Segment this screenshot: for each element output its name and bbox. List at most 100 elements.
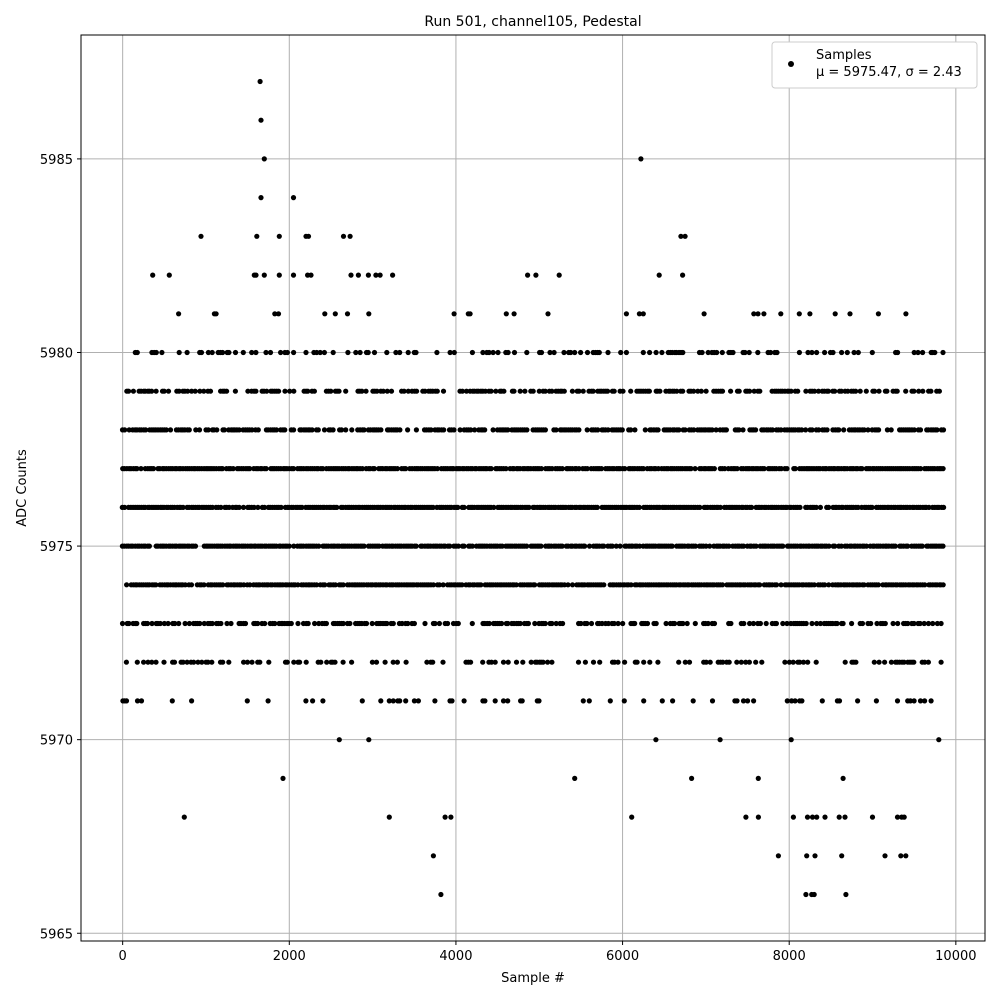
data-point (788, 388, 794, 394)
data-point (936, 737, 942, 743)
data-point (284, 659, 290, 665)
data-point (413, 543, 419, 549)
data-point (261, 272, 267, 278)
data-point (623, 311, 630, 317)
data-point (911, 620, 917, 627)
data-point (578, 349, 584, 356)
data-point (472, 427, 478, 433)
data-point (790, 814, 797, 820)
data-point (920, 388, 926, 394)
data-point (218, 504, 224, 510)
data-point (575, 659, 582, 665)
data-point (205, 427, 211, 433)
data-point (388, 388, 395, 394)
data-point (213, 311, 219, 317)
data-point (641, 698, 647, 704)
data-point (499, 543, 505, 549)
data-point (703, 659, 709, 665)
data-point (709, 698, 716, 704)
data-point (134, 659, 140, 665)
data-point (214, 427, 220, 433)
data-point (153, 388, 159, 394)
data-point (941, 504, 947, 510)
data-point (511, 388, 517, 394)
data-point (613, 543, 619, 549)
x-tick-label: 8000 (773, 949, 806, 964)
data-point (488, 466, 494, 472)
data-point (620, 388, 626, 394)
data-point (719, 349, 725, 356)
data-point (855, 349, 861, 356)
data-point (940, 543, 946, 549)
data-point (295, 582, 301, 588)
axis-ticks: 0 2000 4000 6000 8000 10000 5965 5970 5975 5980 59… (40, 153, 977, 964)
data-point (242, 620, 249, 627)
data-point (755, 349, 761, 356)
data-point (763, 620, 769, 627)
data-point (822, 349, 828, 356)
data-point (640, 311, 646, 317)
data-point (145, 659, 151, 665)
data-point (180, 659, 186, 665)
data-point (533, 272, 539, 278)
data-point (153, 349, 159, 356)
data-point (315, 427, 321, 433)
data-point (822, 582, 828, 588)
data-point (840, 775, 846, 782)
data-point (390, 659, 396, 665)
data-point (130, 388, 136, 394)
data-point (586, 698, 592, 704)
data-point (922, 659, 928, 665)
data-point (503, 466, 509, 472)
data-point (538, 349, 545, 356)
data-point (276, 272, 282, 278)
data-point (757, 582, 763, 588)
data-point (157, 620, 163, 627)
data-point (172, 620, 178, 627)
data-point (384, 388, 390, 394)
data-point (734, 659, 740, 665)
data-point (291, 388, 297, 394)
data-point (746, 349, 752, 356)
data-point (153, 659, 159, 665)
data-point (390, 620, 396, 627)
data-point (611, 388, 617, 394)
data-point (528, 659, 534, 665)
data-point (547, 349, 553, 356)
data-point (621, 698, 627, 704)
data-point (430, 659, 436, 665)
data-point (707, 659, 713, 665)
data-point (349, 427, 355, 433)
data-point (245, 388, 251, 394)
data-point (353, 349, 359, 356)
data-point (804, 814, 811, 820)
data-point (438, 891, 444, 898)
data-point (851, 349, 857, 356)
data-point (911, 427, 917, 433)
data-point (149, 388, 155, 394)
data-point (198, 233, 204, 239)
data-point (276, 388, 282, 394)
data-point (594, 504, 600, 510)
data-point (922, 698, 928, 704)
data-point (195, 659, 201, 665)
data-point (809, 349, 815, 356)
data-point (150, 466, 157, 472)
data-point (291, 543, 297, 549)
x-axis-label: Sample # (501, 971, 565, 986)
data-point (803, 620, 809, 627)
data-point (855, 504, 861, 510)
data-point (813, 504, 819, 510)
data-point (312, 620, 318, 627)
data-point (369, 659, 375, 665)
data-point (240, 349, 246, 356)
data-point (445, 620, 451, 627)
data-point (584, 466, 590, 472)
data-point (480, 659, 486, 665)
data-point (926, 504, 932, 510)
data-point (723, 427, 730, 433)
data-point (901, 659, 907, 665)
data-point (201, 620, 207, 627)
data-point (393, 349, 399, 356)
